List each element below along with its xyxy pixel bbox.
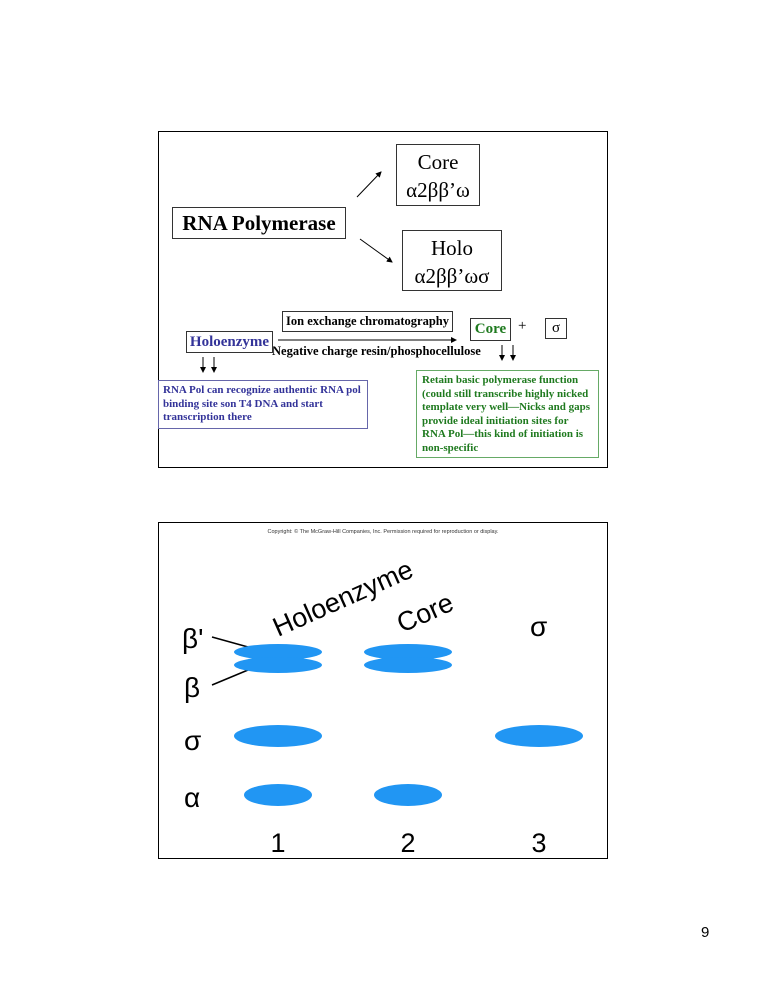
holoenzyme-box: Holoenzyme xyxy=(186,331,273,353)
row-label-beta-prime: β' xyxy=(182,623,203,654)
holoenzyme-note: RNA Pol can recognize authentic RNA pol … xyxy=(158,380,368,429)
plus-sign: + xyxy=(518,318,527,334)
band-lane1 xyxy=(234,644,322,660)
band-lane2 xyxy=(364,644,452,660)
arrow-to-core xyxy=(356,171,382,198)
pointer-line-beta xyxy=(211,669,249,686)
slide1-arrows xyxy=(200,171,516,373)
copyright-notice: Copyright: © The McGraw-Hill Companies, … xyxy=(267,529,499,535)
core-product-box: Core xyxy=(470,318,511,341)
holo-box: Holo α2ββ’ωσ xyxy=(402,230,502,291)
gel-figure: Holoenzyme Core σ β' β σ α 1 2 3 xyxy=(182,554,583,858)
row-label-beta: β xyxy=(184,672,200,703)
band-lane1 xyxy=(234,657,322,673)
lane-number-2: 2 xyxy=(400,828,415,858)
band-lane1 xyxy=(234,725,322,747)
core-box: Core α2ββ’ω xyxy=(396,144,480,206)
band-lane1 xyxy=(244,784,312,806)
rna-polymerase-box: RNA Polymerase xyxy=(172,207,346,239)
lane-number-1: 1 xyxy=(270,828,285,858)
lane-header-holoenzyme: Holoenzyme xyxy=(268,554,417,642)
row-label-sigma: σ xyxy=(184,725,201,756)
lane-number-3: 3 xyxy=(531,828,546,858)
slide-gel-figure xyxy=(158,522,608,859)
arrow-to-holo xyxy=(359,238,393,263)
holo-title: Holo xyxy=(431,236,473,260)
page-number: 9 xyxy=(701,924,710,941)
negative-charge-label: Negative charge resin/phosphocellulose xyxy=(272,344,481,358)
sigma-box: σ xyxy=(545,318,567,339)
holo-formula: α2ββ’ωσ xyxy=(414,264,490,288)
band-lane2 xyxy=(374,784,442,806)
lane-header-core: Core xyxy=(392,587,458,638)
core-title: Core xyxy=(417,150,459,174)
core-note: Retain basic polymerase function (could … xyxy=(416,370,599,458)
band-lane2 xyxy=(364,657,452,673)
gel-bands xyxy=(234,644,583,806)
row-label-alpha: α xyxy=(184,782,200,813)
band-lane3 xyxy=(495,725,583,747)
pointer-line-beta-prime xyxy=(211,636,249,648)
ion-exchange-box: Ion exchange chromatography xyxy=(282,311,453,332)
lane-header-sigma: σ xyxy=(530,611,547,642)
core-formula: α2ββ’ω xyxy=(406,178,470,202)
